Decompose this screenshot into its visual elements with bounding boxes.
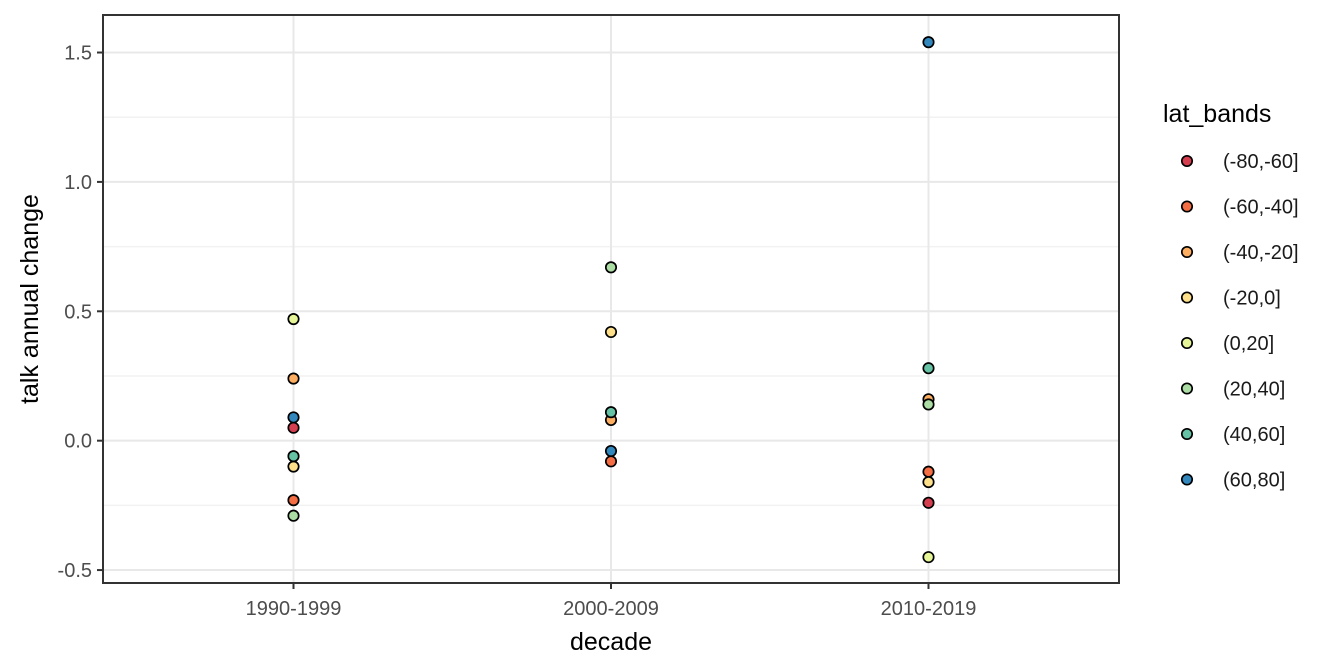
legend-item-label: (40,60] [1223,424,1285,446]
legend-item: (-80,-60] [1180,151,1299,173]
legend-item-label: (-20,0] [1223,288,1281,310]
legend-item-label: (-80,-60] [1223,151,1299,173]
y-axis-title: talk annual change [16,194,44,404]
data-point [604,325,618,339]
x-axis-title: decade [570,628,652,656]
legend-key-dot [1180,382,1194,395]
legend-item-label: (-60,-40] [1223,197,1299,219]
legend-key-dot [1180,427,1194,441]
data-point [287,494,300,507]
x-tick-label: 1990-1999 [246,598,342,620]
legend-item: (60,80] [1180,470,1285,492]
data-point [604,406,618,419]
x-tick-label: 2010-2019 [881,598,977,620]
legend-key-dot [1180,336,1194,350]
data-point [287,460,300,473]
legend-item-label: (20,40] [1223,379,1285,401]
legend: lat_bands (-80,-60] (-60,-40] (-40,-20] (-2… [1163,100,1299,492]
y-tick-label: 1.5 [64,43,92,65]
data-point [922,36,935,49]
data-point [604,261,618,274]
data-point [287,372,300,385]
legend-item-label: (0,20] [1223,333,1274,355]
data-point [604,444,618,458]
legend-item-label: (60,80] [1223,470,1285,492]
data-point [287,509,300,522]
data-point [922,362,935,375]
data-point [922,496,935,509]
gridlines [103,15,1119,583]
legend-key-dot [1180,245,1194,259]
legend-item: (0,20] [1180,333,1274,355]
legend-title: lat_bands [1163,100,1271,128]
data-point [287,421,300,434]
legend-key-dot [1180,154,1194,168]
data-point [922,465,935,478]
legend-key-dot [1180,473,1194,486]
y-tick-label: 0.0 [64,431,92,453]
legend-item: (40,60] [1180,424,1285,446]
x-tick-label: 2000-2009 [563,598,659,620]
axes: -0.5 0.0 0.5 1.0 1.5 1990-1999 2000-2009 2010-2… [58,43,977,620]
data-point [287,450,300,463]
legend-item: (-20,0] [1180,288,1281,310]
data-point [287,313,300,326]
data-point [922,398,935,411]
data-point [287,411,300,424]
data-point [922,551,935,564]
data-point [604,455,618,468]
data-points [287,36,935,564]
y-tick-label: 1.0 [64,172,92,194]
legend-key-dot [1180,291,1194,304]
y-tick-label: 0.5 [64,301,92,323]
data-point [922,476,935,489]
legend-item: (-40,-20] [1180,242,1299,264]
y-tick-label: -0.5 [58,560,92,582]
legend-item: (20,40] [1180,379,1285,401]
legend-key-dot [1180,200,1194,213]
legend-item: (-60,-40] [1180,197,1299,219]
legend-item-label: (-40,-20] [1223,242,1299,264]
legend-items: (-80,-60] (-60,-40] (-40,-20] (-20,0] (0,20]… [1180,151,1299,492]
